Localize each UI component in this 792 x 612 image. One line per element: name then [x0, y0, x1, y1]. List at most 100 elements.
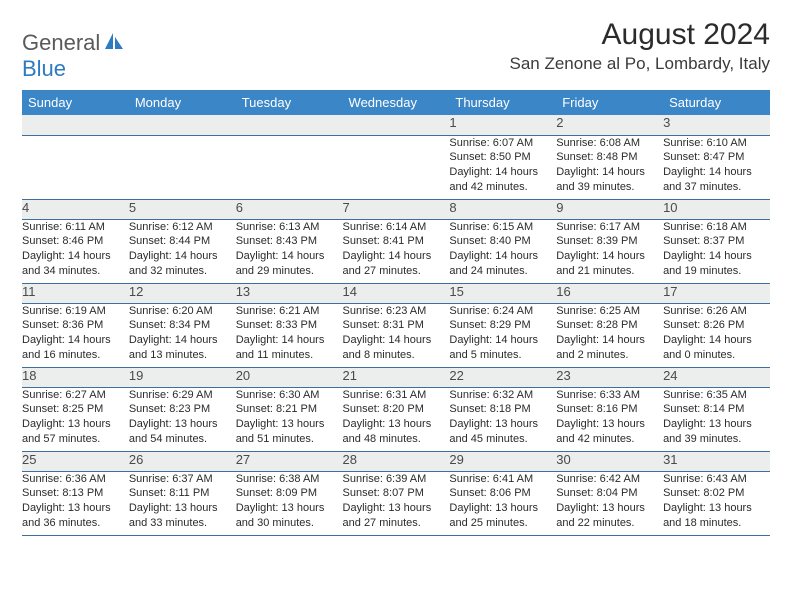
sunset-text: Sunset: 8:28 PM [556, 318, 663, 333]
day-number-cell: 10 [663, 199, 770, 219]
location-subtitle: San Zenone al Po, Lombardy, Italy [509, 54, 770, 74]
dl2-text: and 54 minutes. [129, 432, 236, 447]
day-number-row: 25262728293031 [22, 451, 770, 471]
sunset-text: Sunset: 8:23 PM [129, 402, 236, 417]
sunrise-text: Sunrise: 6:42 AM [556, 472, 663, 487]
dl2-text: and 51 minutes. [236, 432, 343, 447]
sunset-text: Sunset: 8:46 PM [22, 234, 129, 249]
sunrise-text: Sunrise: 6:37 AM [129, 472, 236, 487]
day-number-cell: 20 [236, 367, 343, 387]
dl2-text: and 18 minutes. [663, 516, 770, 531]
day-detail-row: Sunrise: 6:07 AMSunset: 8:50 PMDaylight:… [22, 135, 770, 199]
dl2-text: and 32 minutes. [129, 264, 236, 279]
day-number-cell: 14 [343, 283, 450, 303]
sunrise-text: Sunrise: 6:21 AM [236, 304, 343, 319]
dl2-text: and 36 minutes. [22, 516, 129, 531]
day-detail-cell: Sunrise: 6:21 AMSunset: 8:33 PMDaylight:… [236, 303, 343, 367]
sunset-text: Sunset: 8:29 PM [449, 318, 556, 333]
day-detail-cell: Sunrise: 6:20 AMSunset: 8:34 PMDaylight:… [129, 303, 236, 367]
day-detail-cell: Sunrise: 6:33 AMSunset: 8:16 PMDaylight:… [556, 387, 663, 451]
sunset-text: Sunset: 8:44 PM [129, 234, 236, 249]
day-detail-cell: Sunrise: 6:08 AMSunset: 8:48 PMDaylight:… [556, 135, 663, 199]
dl1-text: Daylight: 13 hours [556, 501, 663, 516]
day-number-cell: 27 [236, 451, 343, 471]
day-number-cell: 3 [663, 115, 770, 135]
day-detail-cell: Sunrise: 6:43 AMSunset: 8:02 PMDaylight:… [663, 471, 770, 535]
day-detail-cell: Sunrise: 6:35 AMSunset: 8:14 PMDaylight:… [663, 387, 770, 451]
dl2-text: and 19 minutes. [663, 264, 770, 279]
logo-text-blue: Blue [22, 56, 66, 81]
day-number-cell: 24 [663, 367, 770, 387]
dl1-text: Daylight: 14 hours [343, 249, 450, 264]
sunset-text: Sunset: 8:47 PM [663, 150, 770, 165]
dl1-text: Daylight: 14 hours [663, 249, 770, 264]
dl2-text: and 57 minutes. [22, 432, 129, 447]
sunset-text: Sunset: 8:16 PM [556, 402, 663, 417]
sunrise-text: Sunrise: 6:10 AM [663, 136, 770, 151]
dl2-text: and 24 minutes. [449, 264, 556, 279]
dl2-text: and 29 minutes. [236, 264, 343, 279]
sunrise-text: Sunrise: 6:31 AM [343, 388, 450, 403]
sunrise-text: Sunrise: 6:38 AM [236, 472, 343, 487]
dl2-text: and 27 minutes. [343, 516, 450, 531]
day-number-cell: 28 [343, 451, 450, 471]
sunrise-text: Sunrise: 6:36 AM [22, 472, 129, 487]
sunrise-text: Sunrise: 6:08 AM [556, 136, 663, 151]
sunrise-text: Sunrise: 6:15 AM [449, 220, 556, 235]
day-number-cell: 11 [22, 283, 129, 303]
day-detail-row: Sunrise: 6:19 AMSunset: 8:36 PMDaylight:… [22, 303, 770, 367]
day-detail-cell: Sunrise: 6:18 AMSunset: 8:37 PMDaylight:… [663, 219, 770, 283]
dl1-text: Daylight: 13 hours [236, 417, 343, 432]
dl2-text: and 37 minutes. [663, 180, 770, 195]
sunrise-text: Sunrise: 6:14 AM [343, 220, 450, 235]
month-title: August 2024 [509, 18, 770, 52]
dl1-text: Daylight: 13 hours [22, 417, 129, 432]
dl1-text: Daylight: 14 hours [449, 333, 556, 348]
dl2-text: and 16 minutes. [22, 348, 129, 363]
day-number-cell [343, 115, 450, 135]
sunset-text: Sunset: 8:31 PM [343, 318, 450, 333]
day-detail-cell: Sunrise: 6:30 AMSunset: 8:21 PMDaylight:… [236, 387, 343, 451]
dl1-text: Daylight: 13 hours [129, 501, 236, 516]
sunrise-text: Sunrise: 6:27 AM [22, 388, 129, 403]
dl2-text: and 34 minutes. [22, 264, 129, 279]
day-number-cell: 16 [556, 283, 663, 303]
sunset-text: Sunset: 8:18 PM [449, 402, 556, 417]
day-number-cell [22, 115, 129, 135]
day-number-cell: 21 [343, 367, 450, 387]
day-detail-cell: Sunrise: 6:24 AMSunset: 8:29 PMDaylight:… [449, 303, 556, 367]
dl2-text: and 45 minutes. [449, 432, 556, 447]
day-number-cell [236, 115, 343, 135]
day-detail-cell: Sunrise: 6:15 AMSunset: 8:40 PMDaylight:… [449, 219, 556, 283]
dl2-text: and 13 minutes. [129, 348, 236, 363]
day-detail-cell [343, 135, 450, 199]
logo-sail-icon [104, 32, 124, 55]
day-detail-cell: Sunrise: 6:31 AMSunset: 8:20 PMDaylight:… [343, 387, 450, 451]
day-number-cell: 8 [449, 199, 556, 219]
dl1-text: Daylight: 14 hours [449, 249, 556, 264]
sunrise-text: Sunrise: 6:35 AM [663, 388, 770, 403]
day-number-row: 45678910 [22, 199, 770, 219]
day-number-cell: 1 [449, 115, 556, 135]
day-detail-cell: Sunrise: 6:12 AMSunset: 8:44 PMDaylight:… [129, 219, 236, 283]
day-detail-cell: Sunrise: 6:10 AMSunset: 8:47 PMDaylight:… [663, 135, 770, 199]
dl1-text: Daylight: 14 hours [449, 165, 556, 180]
dl1-text: Daylight: 14 hours [22, 333, 129, 348]
dl1-text: Daylight: 14 hours [22, 249, 129, 264]
day-detail-cell: Sunrise: 6:38 AMSunset: 8:09 PMDaylight:… [236, 471, 343, 535]
day-detail-cell: Sunrise: 6:07 AMSunset: 8:50 PMDaylight:… [449, 135, 556, 199]
sunrise-text: Sunrise: 6:17 AM [556, 220, 663, 235]
sunrise-text: Sunrise: 6:30 AM [236, 388, 343, 403]
sunrise-text: Sunrise: 6:39 AM [343, 472, 450, 487]
sunset-text: Sunset: 8:48 PM [556, 150, 663, 165]
dl2-text: and 30 minutes. [236, 516, 343, 531]
sunset-text: Sunset: 8:20 PM [343, 402, 450, 417]
dl1-text: Daylight: 14 hours [556, 249, 663, 264]
sunrise-text: Sunrise: 6:29 AM [129, 388, 236, 403]
day-number-cell: 19 [129, 367, 236, 387]
dl1-text: Daylight: 13 hours [129, 417, 236, 432]
sunset-text: Sunset: 8:09 PM [236, 486, 343, 501]
day-detail-cell: Sunrise: 6:13 AMSunset: 8:43 PMDaylight:… [236, 219, 343, 283]
day-detail-cell: Sunrise: 6:27 AMSunset: 8:25 PMDaylight:… [22, 387, 129, 451]
sunset-text: Sunset: 8:11 PM [129, 486, 236, 501]
